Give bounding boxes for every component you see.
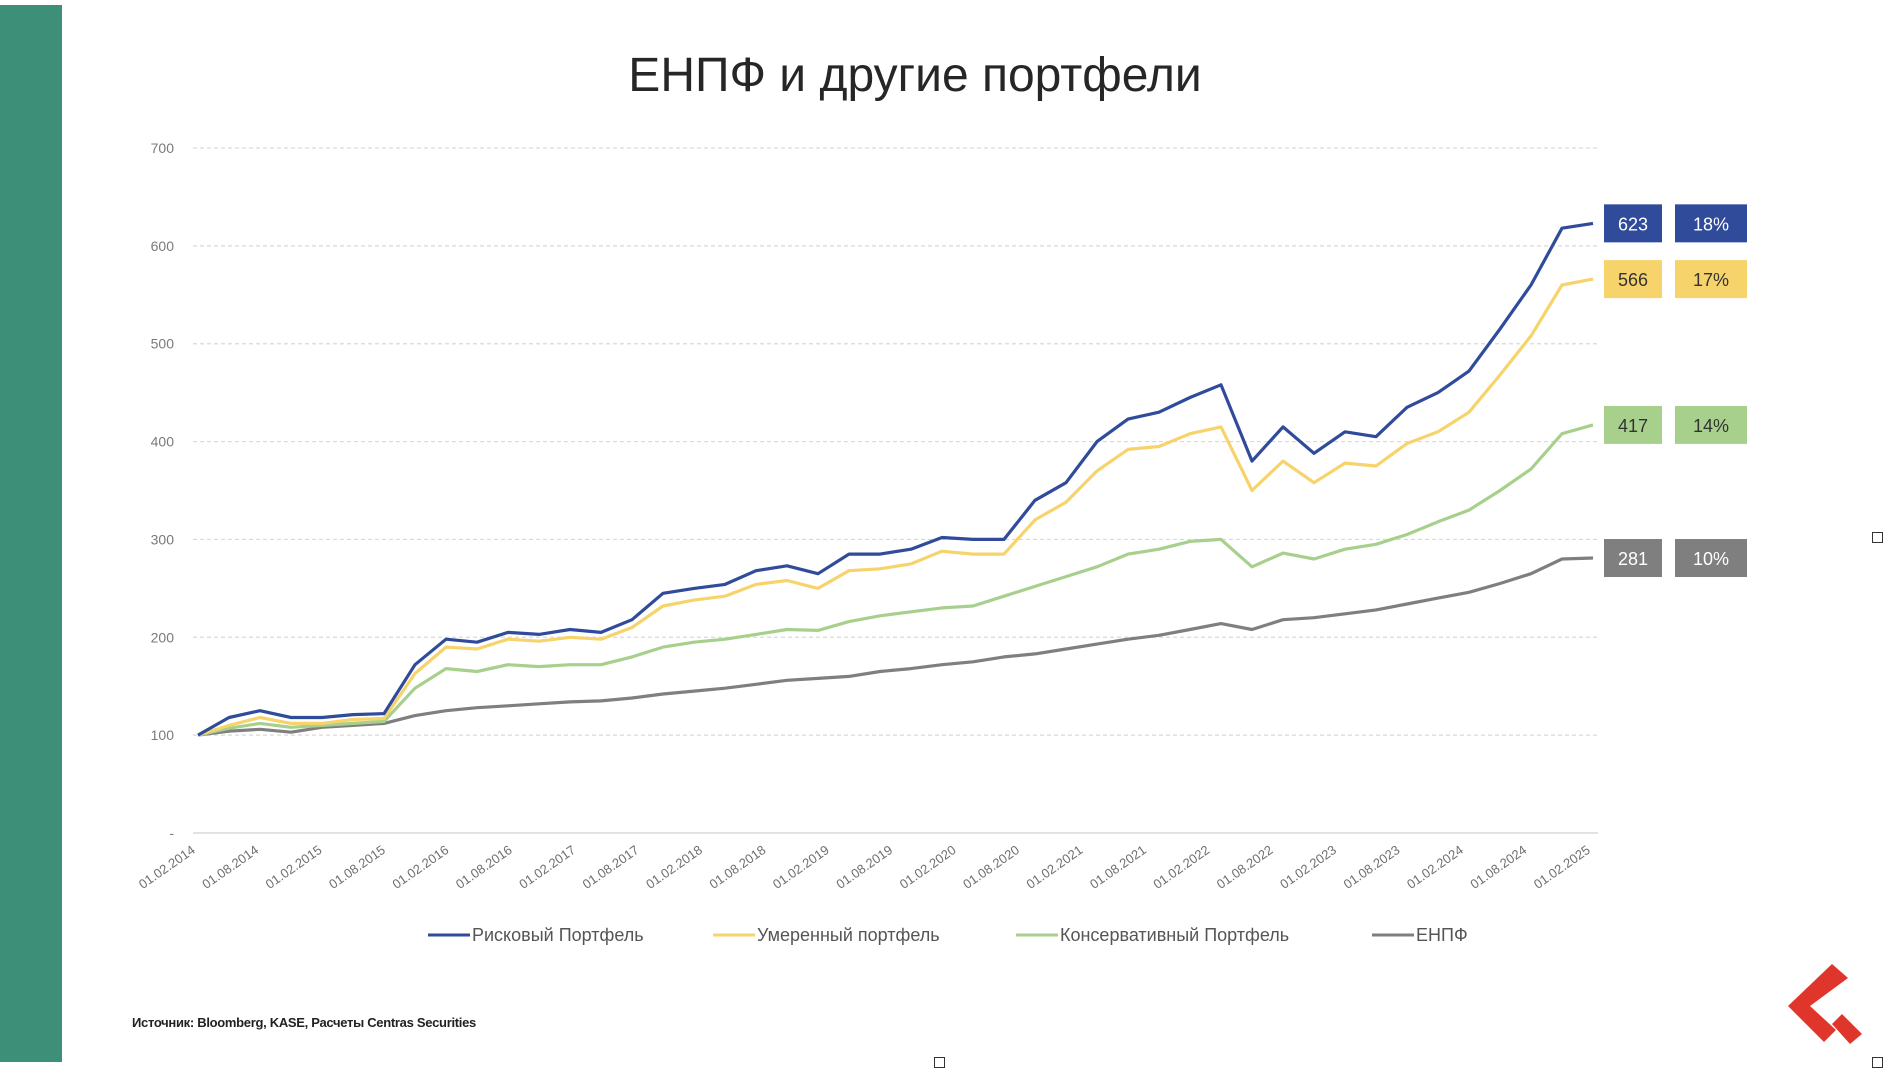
end-value-box	[1604, 204, 1662, 243]
y-tick-label: 700	[151, 140, 175, 156]
company-logo-icon	[1788, 964, 1862, 1044]
x-tick-label: 01.08.2021	[1087, 842, 1149, 892]
return-box	[1675, 405, 1747, 444]
y-tick-label: 300	[151, 531, 175, 547]
x-tick-label: 01.02.2016	[389, 842, 451, 892]
accent-sidebar	[0, 5, 62, 1062]
end-value-box	[1604, 405, 1662, 444]
y-tick-label: 600	[151, 238, 175, 254]
end-value-box	[1604, 260, 1662, 299]
x-tick-label: 01.08.2024	[1467, 842, 1529, 892]
x-tick-label: 01.08.2014	[199, 842, 261, 892]
y-tick-label: -	[169, 825, 174, 841]
y-tick-label: 400	[151, 434, 175, 450]
legend-label: Консервативный Портфель	[1060, 925, 1289, 945]
legend-item: Рисковый Портфель	[428, 925, 644, 945]
chart-title: ЕНПФ и другие портфели	[628, 49, 1202, 102]
x-tick-label: 01.08.2016	[453, 842, 515, 892]
series-line-1	[197, 277, 1594, 737]
return-box	[1675, 539, 1747, 578]
end-value-label: 623	[1618, 214, 1648, 234]
x-tick-label: 01.08.2020	[960, 842, 1022, 892]
end-value-label: 566	[1618, 270, 1648, 290]
x-tick-label: 01.08.2017	[580, 842, 642, 892]
x-tick-label: 01.02.2018	[643, 842, 705, 892]
x-tick-label: 01.02.2017	[516, 842, 578, 892]
x-tick-label: 01.08.2023	[1341, 842, 1403, 892]
x-tick-label: 01.02.2021	[1024, 842, 1086, 892]
x-tick-label: 01.02.2022	[1150, 842, 1212, 892]
end-label-group: 417 14%	[1604, 405, 1747, 444]
end-label-group: 281 10%	[1604, 539, 1747, 578]
legend-item: Консервативный Портфель	[1016, 925, 1289, 945]
legend-item: ЕНПФ	[1372, 925, 1468, 945]
return-label: 14%	[1693, 416, 1729, 436]
x-tick-label: 01.02.2019	[770, 842, 832, 892]
x-tick-label: 01.08.2019	[833, 842, 895, 892]
x-tick-label: 01.02.2014	[136, 842, 198, 892]
end-label-group: 566 17%	[1604, 260, 1747, 299]
x-tick-label: 01.02.2023	[1277, 842, 1339, 892]
resize-handle[interactable]	[1872, 1057, 1883, 1068]
y-tick-label: 200	[151, 629, 175, 645]
return-label: 18%	[1693, 214, 1729, 234]
legend-label: Умеренный портфель	[757, 925, 940, 945]
x-tick-label: 01.02.2020	[897, 842, 959, 892]
x-tick-label: 01.02.2015	[263, 842, 325, 892]
x-tick-label: 01.02.2024	[1404, 842, 1466, 892]
x-tick-label: 01.08.2022	[1214, 842, 1276, 892]
legend-label: Рисковый Портфель	[472, 925, 644, 945]
return-box	[1675, 260, 1747, 299]
return-box	[1675, 204, 1747, 243]
y-tick-label: 500	[151, 336, 175, 352]
return-label: 17%	[1693, 270, 1729, 290]
end-value-label: 281	[1618, 549, 1648, 569]
resize-handle[interactable]	[1872, 532, 1883, 543]
x-tick-label: 01.08.2015	[326, 842, 388, 892]
x-tick-label: 01.08.2018	[706, 842, 768, 892]
y-tick-label: 100	[151, 727, 175, 743]
end-value-label: 417	[1618, 416, 1648, 436]
series-line-0	[197, 221, 1594, 737]
resize-handle[interactable]	[934, 1057, 945, 1068]
legend-item: Умеренный портфель	[713, 925, 940, 945]
source-note: Источник: Bloomberg, KASE, Расчеты Centr…	[132, 1015, 476, 1030]
end-label-group: 623 18%	[1604, 204, 1747, 243]
series-line-2	[197, 423, 1594, 737]
end-value-box	[1604, 539, 1662, 578]
return-label: 10%	[1693, 549, 1729, 569]
x-tick-label: 01.02.2025	[1531, 842, 1593, 892]
series-line-3	[197, 556, 1594, 737]
legend-label: ЕНПФ	[1416, 925, 1468, 945]
